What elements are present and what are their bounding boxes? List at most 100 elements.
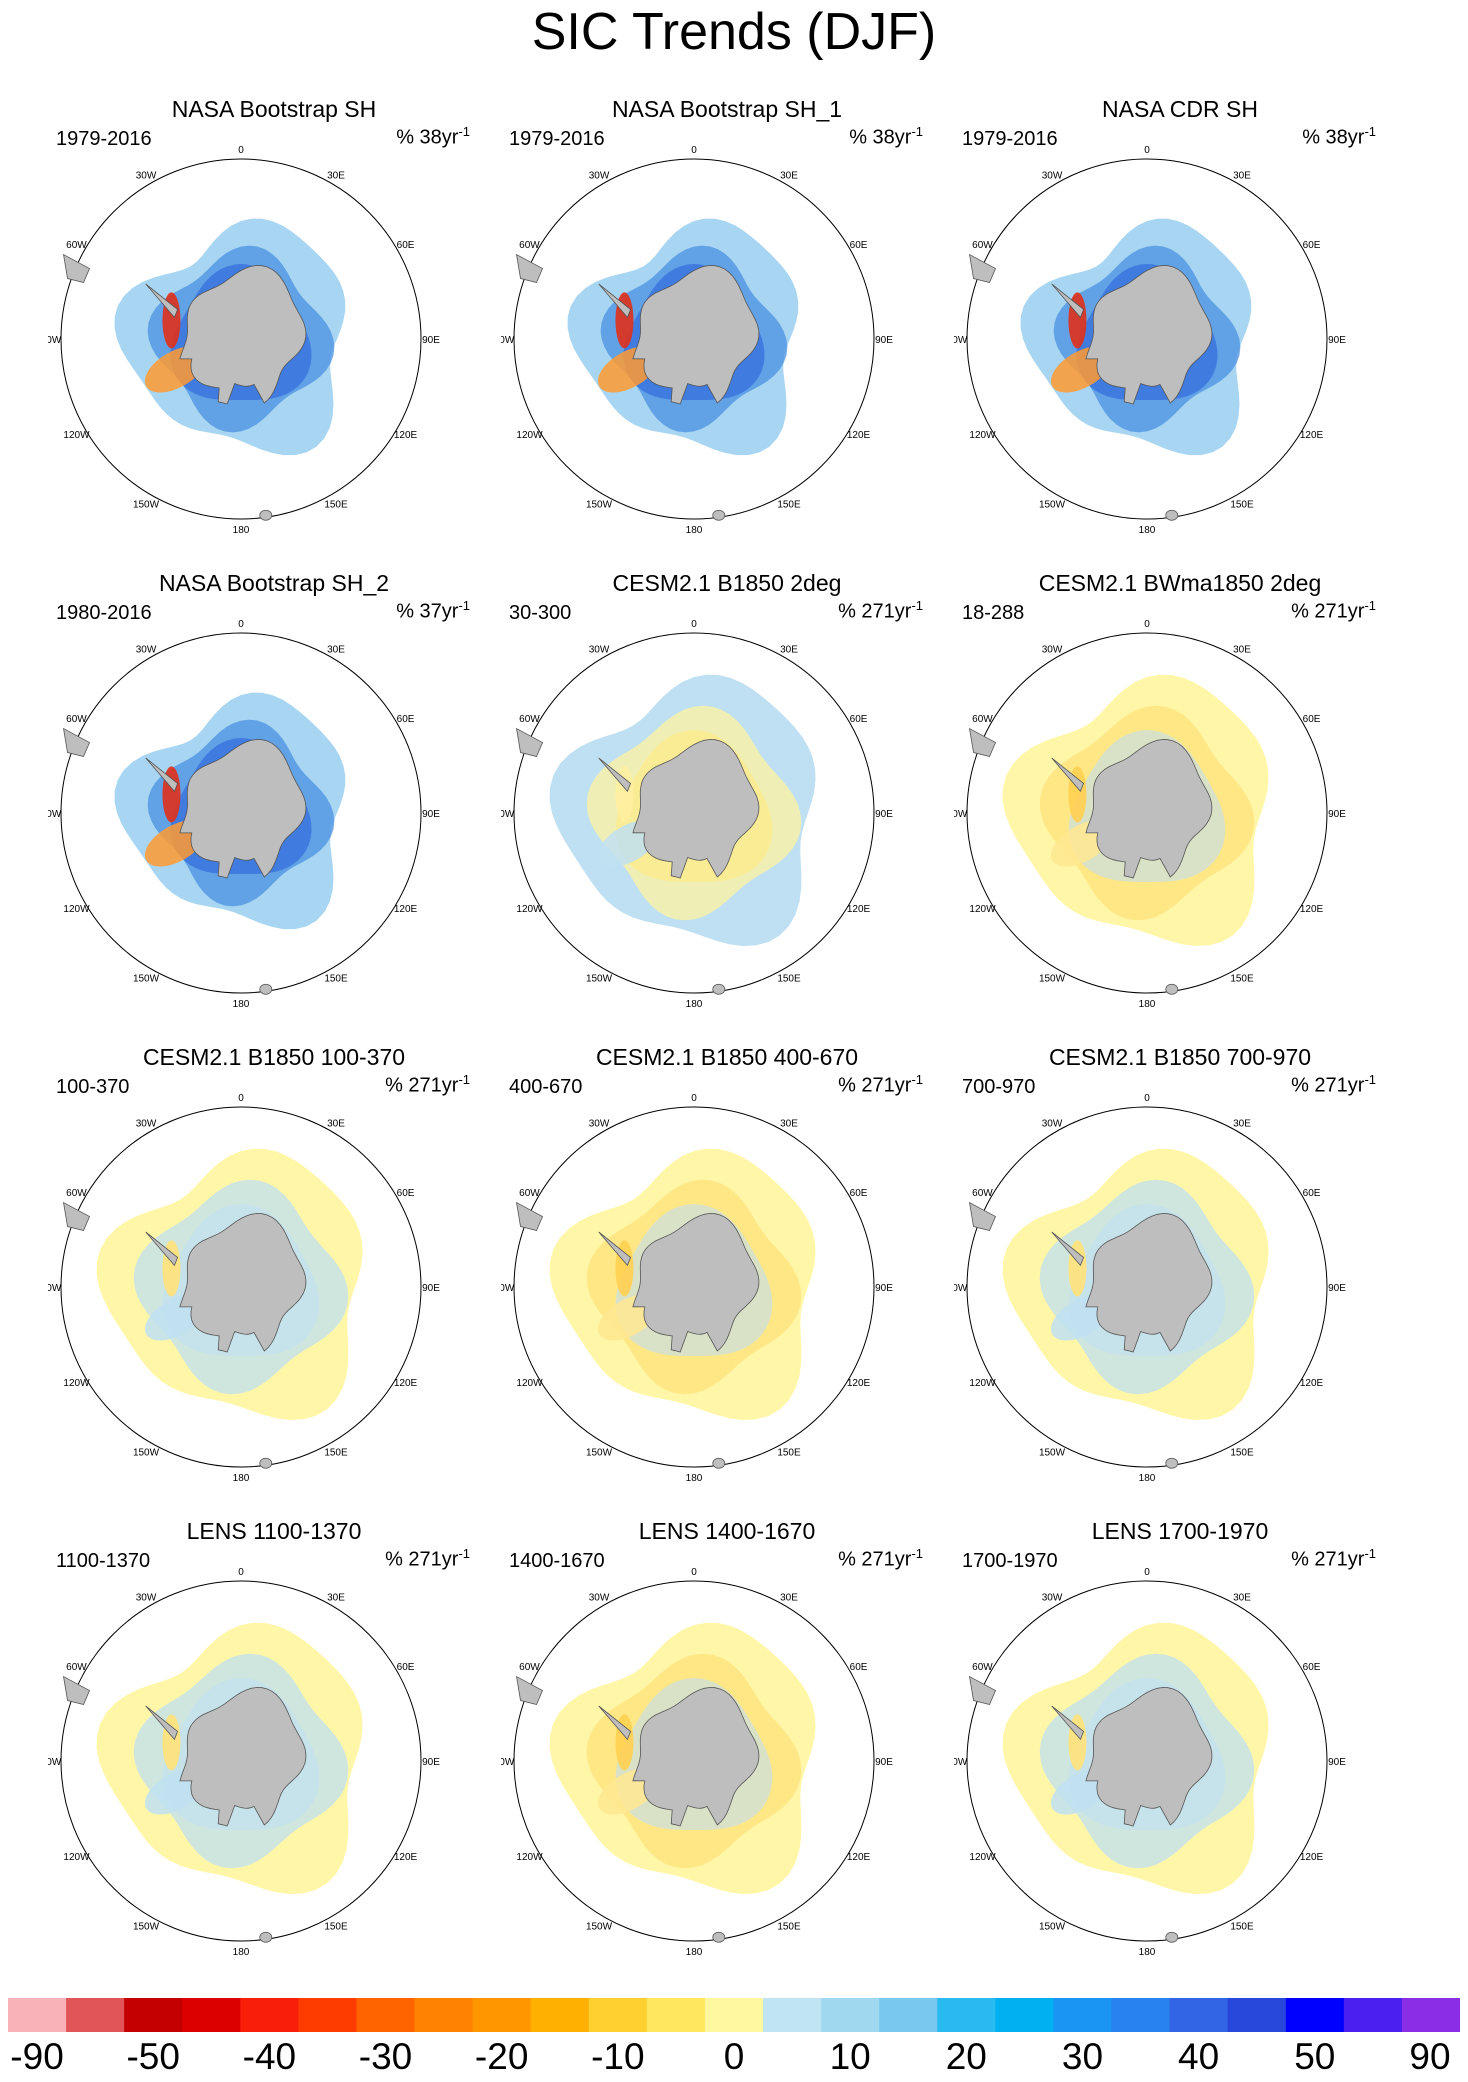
units-base: % 271yr	[1291, 1548, 1365, 1571]
map-panel: 0 30E 60E 90E 120E 150E 180 150W 120W 90W 60W 30W CE…	[501, 570, 953, 1040]
colorbar-swatch	[1111, 1998, 1171, 2032]
colorbar-swatch	[356, 1998, 416, 2032]
longitude-label: 120W	[63, 430, 90, 441]
longitude-label: 60E	[850, 1662, 868, 1673]
longitude-label: 150W	[133, 974, 160, 985]
longitude-label: 120E	[847, 1378, 871, 1389]
panel-title: NASA Bootstrap SH	[171, 96, 377, 122]
units-base: % 271yr	[838, 1548, 912, 1571]
longitude-label: 0	[1144, 1567, 1150, 1578]
units-exponent: -1	[911, 598, 923, 613]
panel-units: % 271yr-1	[838, 598, 923, 624]
antarctica-landmass	[632, 1687, 760, 1827]
longitude-label: 30E	[780, 170, 798, 181]
longitude-label: 0	[238, 1093, 244, 1104]
longitude-label: 180	[1139, 999, 1156, 1010]
colorbar-swatch	[646, 1998, 706, 2032]
antarctica-landmass	[1085, 739, 1213, 879]
antarctica-landmass	[179, 1687, 307, 1827]
panel-units: % 271yr-1	[385, 1072, 470, 1098]
longitude-label: 60W	[972, 1662, 993, 1673]
longitude-label: 120W	[969, 1852, 996, 1863]
colorbar-swatch	[182, 1998, 241, 2032]
south-america-landmass	[62, 727, 91, 758]
panel-title: LENS 1400-1670	[638, 1518, 816, 1544]
units-exponent: -1	[911, 1072, 923, 1087]
longitude-label: 90W	[48, 335, 62, 346]
map-panel: 0 30E 60E 90E 120E 150E 180 150W 120W 90W 60W 30W NA…	[48, 570, 500, 1040]
longitude-label: 60E	[1303, 1188, 1321, 1199]
longitude-label: 90E	[422, 809, 440, 820]
antarctic-peninsula	[1051, 1705, 1085, 1741]
longitude-label: 150E	[777, 1448, 801, 1459]
panel-period: 100-370	[56, 1076, 130, 1098]
longitude-label: 180	[686, 1473, 703, 1484]
longitude-label: 0	[1144, 145, 1150, 156]
polar-map: 0 30E 60E 90E 120E 150E 180 150W 120W 90W 60W 30W	[954, 1567, 1346, 1958]
antarctic-peninsula	[145, 757, 179, 793]
antarctic-peninsula	[598, 283, 632, 319]
longitude-label: 60W	[972, 714, 993, 725]
longitude-label: 90W	[501, 335, 515, 346]
colorbar-swatch	[414, 1998, 474, 2032]
longitude-label: 60W	[972, 1188, 993, 1199]
longitude-label: 90W	[954, 335, 968, 346]
polar-map: 0 30E 60E 90E 120E 150E 180 150W 120W 90W 60W 30W	[954, 145, 1346, 536]
longitude-label: 90E	[422, 1283, 440, 1294]
units-base: % 38yr	[849, 126, 912, 149]
map-panel: 0 30E 60E 90E 120E 150E 180 150W 120W 90W 60W 30W CE…	[954, 570, 1406, 1040]
longitude-label: 150W	[586, 500, 613, 511]
longitude-label: 30E	[327, 1592, 345, 1603]
longitude-label: 120W	[63, 904, 90, 915]
antarctica-landmass	[632, 265, 760, 405]
panel-period: 1700-1970	[962, 1550, 1058, 1572]
longitude-label: 90W	[954, 809, 968, 820]
panel-units: % 271yr-1	[838, 1546, 923, 1572]
polar-map: 0 30E 60E 90E 120E 150E 180 150W 120W 90W 60W 30W	[48, 619, 440, 1010]
colorbar-swatch	[879, 1998, 938, 2032]
new-zealand-landmass	[1165, 1457, 1179, 1469]
map-panel: 0 30E 60E 90E 120E 150E 180 150W 120W 90W 60W 30W LE…	[954, 1518, 1406, 1988]
longitude-label: 90W	[501, 1283, 515, 1294]
longitude-label: 30W	[136, 644, 157, 655]
longitude-label: 150W	[1039, 1922, 1066, 1933]
units-base: % 271yr	[1291, 1074, 1365, 1097]
longitude-label: 120E	[847, 430, 871, 441]
panel-title: CESM2.1 B1850 700-970	[1048, 1044, 1312, 1070]
new-zealand-landmass	[712, 509, 726, 521]
polar-map: 0 30E 60E 90E 120E 150E 180 150W 120W 90W 60W 30W	[48, 1567, 440, 1958]
longitude-label: 30E	[780, 1118, 798, 1129]
antarctica-landmass	[179, 265, 307, 405]
map-panel: 0 30E 60E 90E 120E 150E 180 150W 120W 90W 60W 30W CE…	[501, 1044, 953, 1514]
longitude-label: 0	[691, 1567, 697, 1578]
south-america-landmass	[62, 1201, 91, 1232]
longitude-label: 120E	[394, 904, 418, 915]
colorbar-swatch	[530, 1998, 590, 2032]
colorbar-swatch	[1227, 1998, 1287, 2032]
colorbar-swatch	[1401, 1998, 1460, 2032]
longitude-label: 90W	[954, 1757, 968, 1768]
figure-title: SIC Trends (DJF)	[531, 3, 937, 61]
longitude-label: 60E	[397, 1188, 415, 1199]
new-zealand-landmass	[259, 1457, 273, 1469]
colorbar-swatch	[298, 1998, 357, 2032]
antarctic-peninsula	[145, 1231, 179, 1267]
longitude-label: 150E	[324, 500, 348, 511]
panel-title: CESM2.1 B1850 100-370	[142, 1044, 406, 1070]
map-panel: 0 30E 60E 90E 120E 150E 180 150W 120W 90W 60W 30W CE…	[48, 1044, 500, 1514]
longitude-label: 60W	[66, 714, 87, 725]
longitude-label: 60E	[850, 714, 868, 725]
antarctica-landmass	[1085, 1213, 1213, 1353]
colorbar-swatch	[704, 1998, 764, 2032]
polar-map: 0 30E 60E 90E 120E 150E 180 150W 120W 90W 60W 30W	[501, 619, 893, 1010]
longitude-label: 120W	[516, 430, 543, 441]
units-base: % 271yr	[385, 1074, 459, 1097]
panel-period: 30-300	[509, 602, 572, 624]
longitude-label: 30E	[1233, 170, 1251, 181]
antarctica-landmass	[179, 739, 307, 879]
longitude-label: 0	[691, 1093, 697, 1104]
south-america-landmass	[515, 1675, 544, 1706]
longitude-label: 60E	[397, 1662, 415, 1673]
longitude-label: 30W	[136, 1118, 157, 1129]
colorbar-tick-label: -30	[358, 2036, 413, 2077]
